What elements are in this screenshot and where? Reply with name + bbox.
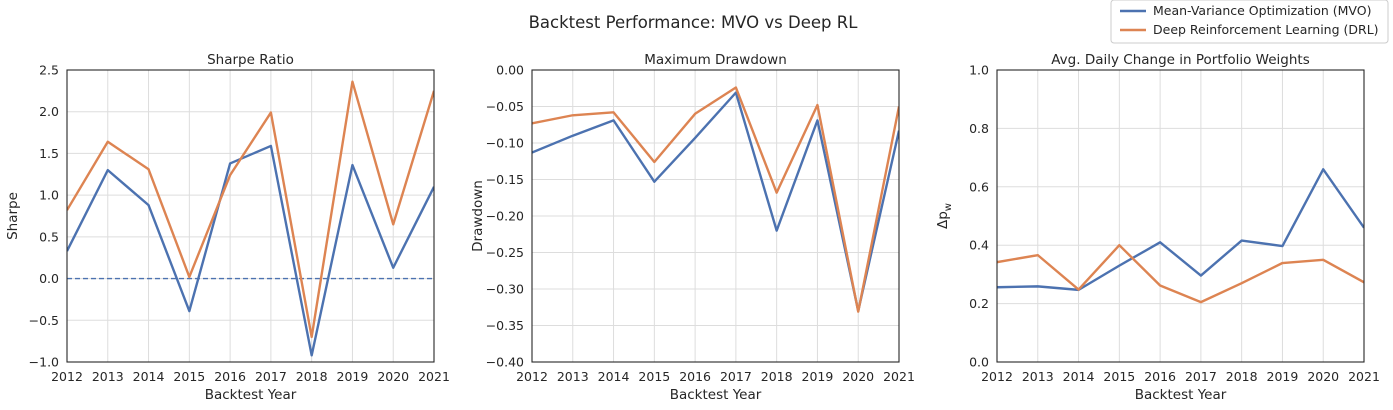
x-tick-label: 2019 [802, 369, 834, 384]
x-tick-label: 2019 [1267, 369, 1299, 384]
x-tick-label: 2016 [679, 369, 711, 384]
x-tick-label: 2021 [1348, 369, 1380, 384]
legend-label-mvo: Mean-Variance Optimization (MVO) [1153, 3, 1371, 18]
y-tick-label: 0.00 [496, 63, 524, 78]
x-tick-label: 2020 [1307, 369, 1339, 384]
y-tick-label: 0.0 [39, 271, 59, 286]
y-axis-label-main: Drawdown [470, 180, 486, 252]
panel-sharpe-ratio: 2012 2013 2014 2015 2016 2017 2018 2019 2020 2021… [5, 52, 450, 403]
y-tick-label: 0.6 [969, 179, 989, 194]
y-tick-label: 1.0 [39, 188, 59, 203]
x-tick-label: 2016 [1144, 369, 1176, 384]
axes-frame [996, 69, 1365, 363]
x-tick-label: 2017 [720, 369, 752, 384]
series-line-mvo [67, 144, 434, 357]
y-axis-label: Sharpe [5, 192, 21, 240]
x-tick-label: 2015 [1103, 369, 1135, 384]
y-tick-label: −0.10 [486, 136, 524, 151]
x-tick-label: 2014 [598, 369, 630, 384]
x-tick-label: 2017 [255, 369, 287, 384]
x-tick-label: 2018 [1226, 369, 1258, 384]
subplot-title: Sharpe Ratio [207, 52, 294, 68]
subplot-title: Maximum Drawdown [644, 52, 787, 68]
y-tick-label: −0.20 [486, 209, 524, 224]
x-tick-label: 2020 [377, 369, 409, 384]
x-axis-label: Backtest Year [205, 387, 297, 403]
x-tick-label: 2012 [51, 369, 83, 384]
x-tick-label: 2018 [761, 369, 793, 384]
subplot-title: Avg. Daily Change in Portfolio Weights [1051, 52, 1310, 68]
y-tick-label: 2.5 [39, 63, 59, 78]
panel-portfolio-weight-change: 2012 2013 2014 2015 2016 2017 2018 2019 2020 2021… [935, 52, 1380, 403]
x-tick-label: 2015 [638, 369, 670, 384]
x-tick-label: 2020 [842, 369, 874, 384]
series-line-drl [997, 243, 1364, 304]
legend-frame [1110, 0, 1389, 44]
legend-label-drl: Deep Reinforcement Learning (DRL) [1153, 22, 1379, 37]
y-tick-label: −0.40 [486, 355, 524, 370]
y-tick-label: 1.0 [969, 63, 989, 78]
x-axis-label: Backtest Year [1135, 387, 1227, 403]
y-axis-label-subscript: w [943, 203, 954, 211]
y-tick-label: 0.0 [969, 355, 989, 370]
x-tick-label: 2015 [173, 369, 205, 384]
y-tick-label: −1.0 [29, 355, 59, 370]
series-line-drl [67, 80, 434, 339]
y-tick-label: 0.2 [969, 296, 989, 311]
series-line-mvo [997, 168, 1364, 292]
x-tick-label: 2012 [981, 369, 1013, 384]
legend: Mean-Variance Optimization (MVO) Deep Re… [1110, 0, 1389, 44]
x-tick-label: 2019 [337, 369, 369, 384]
x-tick-label: 2013 [557, 369, 589, 384]
x-tick-label: 2021 [883, 369, 915, 384]
y-tick-label: −0.5 [29, 313, 59, 328]
x-tick-label: 2021 [418, 369, 450, 384]
series-line-mvo [532, 91, 899, 313]
x-tick-label: 2014 [133, 369, 165, 384]
y-axis-label: Δpw [935, 203, 954, 229]
y-axis-label-main: Sharpe [5, 192, 21, 240]
y-tick-label: −0.35 [486, 318, 524, 333]
y-tick-label: 2.0 [39, 104, 59, 119]
y-tick-label: −0.25 [486, 245, 524, 260]
x-tick-label: 2016 [214, 369, 246, 384]
x-tick-label: 2017 [1185, 369, 1217, 384]
x-tick-label: 2013 [92, 369, 124, 384]
axes-frame [531, 69, 900, 363]
axes-frame [66, 69, 435, 363]
y-tick-label: −0.15 [486, 172, 524, 187]
y-tick-label: 1.5 [39, 146, 59, 161]
x-tick-label: 2013 [1022, 369, 1054, 384]
y-tick-label: −0.30 [486, 282, 524, 297]
figure-title: Backtest Performance: MVO vs Deep RL [529, 13, 859, 32]
x-axis-label: Backtest Year [670, 387, 762, 403]
series-line-drl [532, 86, 899, 313]
y-tick-label: 0.8 [969, 121, 989, 136]
x-tick-label: 2012 [516, 369, 548, 384]
y-axis-label: Drawdown [470, 180, 486, 252]
x-tick-label: 2014 [1063, 369, 1095, 384]
y-tick-label: −0.05 [486, 99, 524, 114]
y-tick-label: 0.4 [969, 238, 989, 253]
panel-maximum-drawdown: 2012 2013 2014 2015 2016 2017 2018 2019 2020 2021… [470, 52, 915, 403]
y-axis-label-main: Δp [935, 211, 951, 229]
x-tick-label: 2018 [296, 369, 328, 384]
y-tick-label: 0.5 [39, 229, 59, 244]
